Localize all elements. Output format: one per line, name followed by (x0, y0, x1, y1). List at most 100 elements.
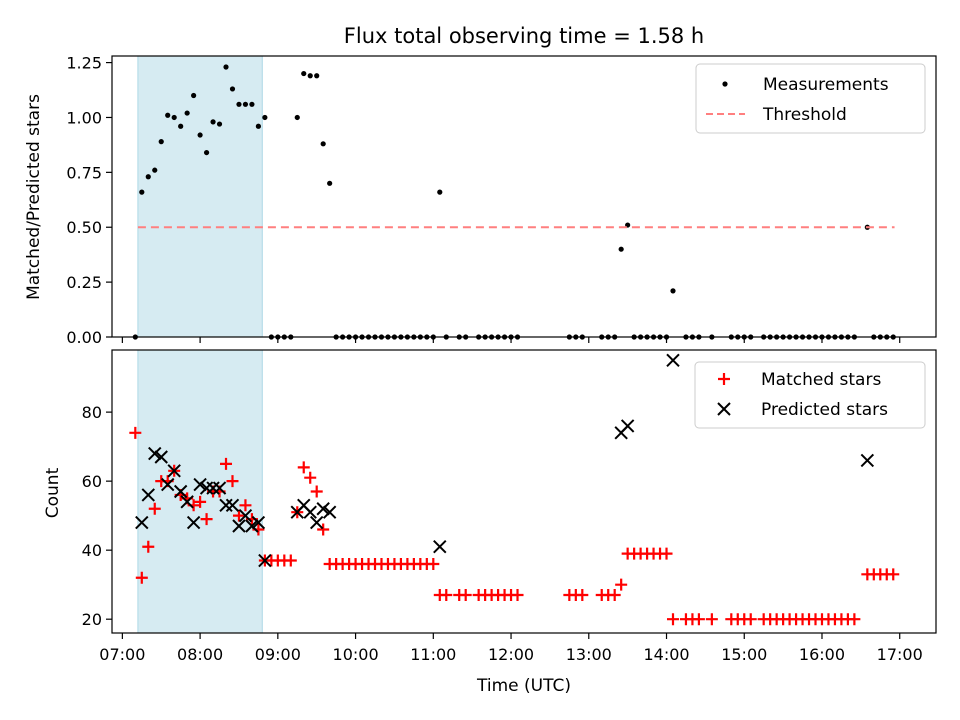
measurement-point (158, 139, 164, 145)
measurement-point (216, 121, 223, 127)
x-tick-label: 16:00 (799, 645, 845, 664)
measurement-point (210, 119, 216, 125)
measurement-point (203, 149, 210, 156)
matched-star-point (692, 613, 705, 626)
y-tick-label: 60 (82, 472, 102, 491)
y-tick-label: 0.25 (66, 273, 102, 292)
matched-star-point (744, 613, 757, 626)
predicted-star-point (251, 515, 266, 530)
legend-threshold-label: Threshold (762, 105, 847, 125)
measurement-point (171, 114, 177, 121)
x-tick-label: 15:00 (721, 645, 767, 664)
legend-matched-label: Matched stars (761, 370, 881, 390)
bottom-y-axis-label: Count (43, 467, 63, 518)
x-axis-label: Time (UTC) (476, 676, 571, 696)
measurement-point (320, 141, 326, 147)
y-tick-label: 0.75 (66, 163, 102, 182)
predicted-star-point (212, 481, 227, 495)
matched-star-point (317, 523, 330, 536)
bottom-plot-marks (129, 353, 900, 626)
matched-star-point (705, 613, 718, 626)
top-x-ticks (121, 337, 901, 343)
top-legend: Measurements Threshold (695, 63, 926, 134)
measurement-point (262, 114, 268, 121)
matched-star-point (226, 475, 239, 488)
matched-star-point (304, 471, 317, 484)
measurement-point (236, 101, 242, 107)
predicted-star-point (258, 553, 272, 568)
x-tick-label: 14:00 (643, 645, 689, 664)
bottom-highlight-span (137, 350, 263, 633)
measurement-point (670, 288, 676, 294)
chart-title: Flux total observing time = 1.58 h (344, 24, 704, 48)
y-tick-label: 40 (82, 541, 102, 560)
predicted-star-point (161, 477, 175, 492)
measurement-point (618, 246, 624, 252)
legend-measurements-marker (722, 81, 728, 87)
measurement-point (191, 92, 197, 99)
predicted-star-point (322, 505, 337, 519)
predicted-star-point (232, 519, 246, 533)
matched-star-point (511, 589, 524, 602)
matched-star-point (660, 547, 673, 560)
predicted-star-point (245, 519, 259, 533)
measurement-point (139, 189, 145, 195)
measurement-point (152, 167, 158, 173)
matched-star-point (427, 557, 440, 570)
x-tick-label: 12:00 (488, 645, 534, 664)
matched-star-point (297, 461, 310, 474)
x-tick-label: 07:00 (99, 645, 145, 664)
top-legend-box (695, 63, 926, 134)
legend-predicted-label: Predicted stars (761, 400, 888, 420)
matched-star-point (284, 554, 297, 567)
y-tick-label: 20 (82, 610, 102, 629)
measurement-point (437, 189, 443, 195)
predicted-star-point (141, 488, 155, 502)
measurement-point (197, 132, 203, 138)
legend-predicted-marker (717, 402, 731, 416)
bottom-legend-box (694, 361, 926, 429)
x-tick-label: 09:00 (255, 645, 301, 664)
measurement-point (145, 174, 151, 180)
measurement-point (223, 64, 229, 70)
matched-star-point (887, 568, 900, 581)
measurement-point (314, 73, 320, 79)
predicted-star-point (238, 508, 253, 523)
predicted-star-point (193, 477, 207, 492)
x-tick-label: 17:00 (877, 645, 923, 664)
legend-matched-marker (718, 373, 730, 385)
matched-star-point (615, 578, 628, 591)
matched-star-point (232, 509, 245, 522)
matched-star-point (608, 589, 621, 602)
measurement-point (165, 112, 171, 118)
predicted-star-point (316, 502, 330, 516)
predicted-star-point (199, 481, 214, 495)
matched-star-point (142, 540, 155, 553)
matched-star-point (666, 613, 679, 626)
predicted-star-point (303, 505, 317, 519)
matched-star-point (129, 426, 142, 439)
measurement-point (242, 101, 249, 107)
bottom-legend: Matched stars Predicted stars (694, 361, 926, 429)
predicted-star-point (186, 515, 201, 530)
measurement-point (249, 101, 255, 107)
predicted-star-point (219, 498, 233, 513)
predicted-star-point (206, 481, 220, 495)
matched-star-point (220, 457, 233, 470)
predicted-star-point (860, 453, 875, 468)
measurement-point (294, 114, 300, 121)
measurement-point (327, 180, 333, 186)
top-axes-frame (111, 55, 937, 338)
highlight-span-band (137, 56, 263, 337)
x-tick-label: 10:00 (333, 645, 379, 664)
matched-star-point (148, 502, 161, 515)
bottom-axes-frame (111, 349, 937, 634)
top-y-axis-label: Matched/Predicted stars (24, 94, 44, 300)
measurement-point (301, 70, 307, 77)
legend-measurements-label: Measurements (763, 75, 889, 95)
measurement-point (184, 110, 190, 116)
bottom-y-ticks: 20 40 60 80 (82, 403, 112, 629)
top-highlight-span (137, 56, 263, 337)
predicted-star-point (180, 495, 194, 509)
